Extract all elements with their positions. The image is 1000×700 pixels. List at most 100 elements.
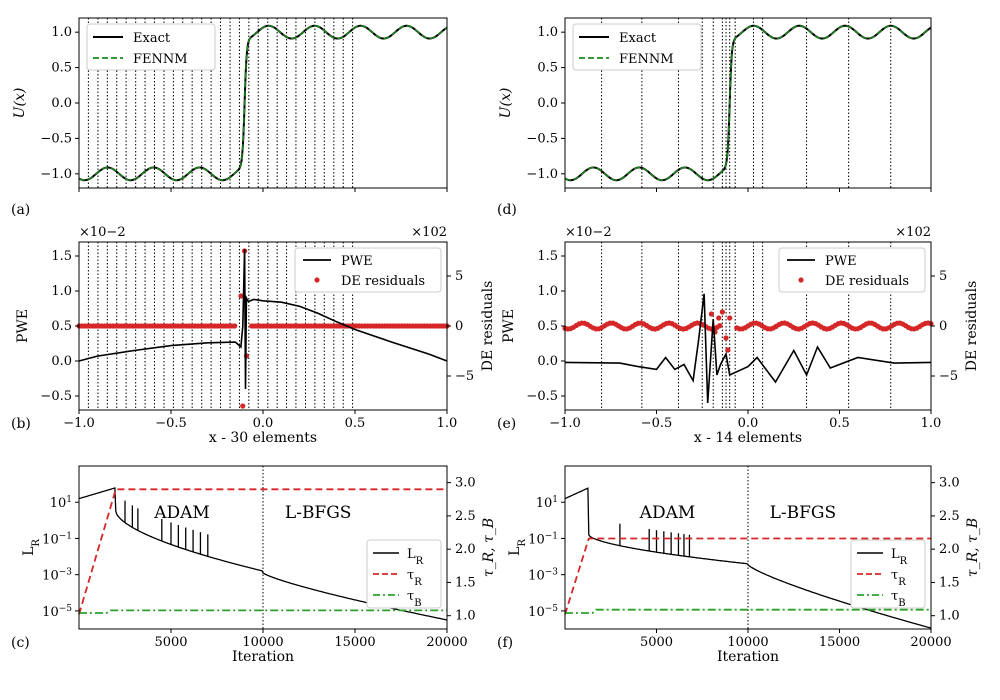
fennm-line — [564, 25, 932, 181]
legend-label-fennm: FENNM — [619, 52, 674, 67]
residual-point — [708, 311, 715, 317]
panel-c: 101 10−1 10−3 10−5 3.0 2.5 2.0 1.5 1.0 5000 10000 1… — [11, 465, 497, 665]
panel-label: (b) — [11, 416, 31, 432]
ytick-right-label: 5 — [939, 269, 947, 284]
residual-point — [716, 315, 722, 321]
xtick-label: −0.5 — [155, 416, 187, 431]
y-axis-label: PWE — [15, 309, 31, 343]
ytick-right-label: 1.5 — [939, 575, 960, 590]
legend-swatch-residuals — [798, 277, 804, 283]
annotation-adam: ADAM — [639, 503, 696, 523]
fennm-line — [78, 25, 448, 181]
xtick-label: 0.0 — [253, 416, 274, 431]
panel-a: 1.0 0.5 0.0 −0.5 −1.0 U(x) (a) Exact FENNM — [11, 17, 448, 218]
ytick-label: 1.0 — [51, 284, 72, 299]
multiplier-left: ×10−2 — [79, 225, 126, 240]
pwe-line — [564, 293, 932, 404]
xtick-label: 0.5 — [345, 416, 366, 431]
legend-label-tau-r: τR — [407, 568, 422, 588]
y-axis-right-label: DE residuals — [480, 281, 496, 372]
legend: Exact FENNM — [572, 23, 702, 71]
xtick-label: 0.0 — [738, 416, 759, 431]
residual-point — [238, 293, 244, 299]
ytick-label: 1.5 — [51, 249, 72, 264]
multiplier-left: ×10−2 — [565, 225, 612, 240]
panel-label: (c) — [11, 635, 30, 651]
tau-r-line — [564, 537, 931, 615]
x-axis-label: x - 30 elements — [209, 430, 317, 446]
panel-b: 1.5 1.0 0.5 0.0 −0.5 5 0 −5 −1.0 −0.5 0.0 0.5 1.0 x -… — [11, 225, 496, 446]
tau-b-line — [565, 608, 931, 614]
legend: Exact FENNM — [86, 23, 216, 71]
panel-f: 101 10−1 10−3 10−5 3.0 2.5 2.0 1.5 1.0 5000 10000 1… — [497, 465, 981, 665]
residual-point — [240, 403, 246, 409]
ytick-label: −1.0 — [526, 167, 558, 182]
y-axis-label: LR — [507, 539, 528, 556]
residual-point — [725, 347, 731, 353]
ytick-label: −0.5 — [40, 389, 72, 404]
ytick-label: 0.0 — [51, 96, 72, 111]
legend-label-fennm: FENNM — [133, 52, 188, 67]
residual-point — [727, 315, 733, 321]
xtick-label: −1.0 — [549, 416, 581, 431]
xtick-label: 10000 — [727, 635, 768, 650]
legend-label-residuals: DE residuals — [341, 274, 425, 289]
y-axis-right-label: DE residuals — [964, 281, 980, 372]
xtick-label: 1.0 — [437, 416, 458, 431]
xtick-label: 5000 — [640, 635, 673, 650]
xtick-label: −1.0 — [63, 416, 95, 431]
ytick-right-label: 0 — [939, 319, 947, 334]
legend-box — [572, 23, 702, 71]
ytick-label: 10−1 — [528, 531, 558, 547]
residual-series — [76, 248, 450, 409]
legend-box — [850, 539, 926, 609]
ytick-right-label: 2.5 — [455, 509, 476, 524]
y-axis-label: PWE — [501, 309, 517, 343]
xtick-label: 5000 — [154, 635, 187, 650]
panel-e: 1.5 1.0 0.5 0.0 −0.5 5 0 −5 −1.0 −0.5 0.0 0.5 1.0 x -… — [497, 225, 980, 446]
legend-label-pwe: PWE — [341, 254, 373, 269]
residual-series — [562, 309, 934, 353]
x-axis-label: Iteration — [717, 649, 779, 665]
legend-label-tau-r: τR — [891, 568, 906, 588]
y-axis-right-label: τ_R, τ_B — [481, 518, 497, 577]
ytick-label: 0.5 — [537, 61, 558, 76]
legend-label-exact: Exact — [133, 31, 171, 46]
y-axis-label: U(x) — [498, 88, 514, 119]
ytick-label: 1.5 — [537, 249, 558, 264]
legend: PWE DE residuals — [294, 247, 442, 293]
legend-label-residuals: DE residuals — [825, 274, 909, 289]
ytick-label: 0.0 — [537, 96, 558, 111]
legend-box — [294, 247, 442, 293]
panel-label: (e) — [497, 416, 516, 432]
y-axis-label: U(x) — [12, 88, 28, 119]
legend-label-loss: LR — [891, 547, 908, 567]
residual-point — [717, 323, 723, 329]
ytick-label: 0.5 — [537, 319, 558, 334]
residual-point — [232, 323, 238, 329]
ytick-label: 10−5 — [528, 604, 558, 620]
annotation-adam: ADAM — [153, 503, 210, 523]
ytick-right-label: 2.0 — [455, 542, 476, 557]
legend-box — [778, 247, 926, 293]
xtick-label: 15000 — [819, 635, 860, 650]
ytick-right-label: 1.5 — [455, 575, 476, 590]
y-axis-label: LR — [21, 539, 42, 556]
legend-label-pwe: PWE — [825, 254, 857, 269]
legend-label-exact: Exact — [619, 31, 657, 46]
ytick-right-label: 1.0 — [455, 609, 476, 624]
multiplier-right: ×102 — [411, 225, 447, 240]
ytick-label: 0.5 — [51, 319, 72, 334]
ytick-label: 1.0 — [537, 25, 558, 40]
ytick-label: 0.5 — [51, 61, 72, 76]
xtick-label: 10000 — [242, 635, 283, 650]
legend-label-tau-b: τB — [407, 589, 422, 609]
xtick-label: 20000 — [426, 635, 467, 650]
ytick-label: −1.0 — [40, 167, 72, 182]
legend-swatch-residuals — [314, 277, 320, 283]
ytick-right-label: 2.0 — [939, 542, 960, 557]
annotation-lbfgs: L-BFGS — [285, 503, 352, 523]
